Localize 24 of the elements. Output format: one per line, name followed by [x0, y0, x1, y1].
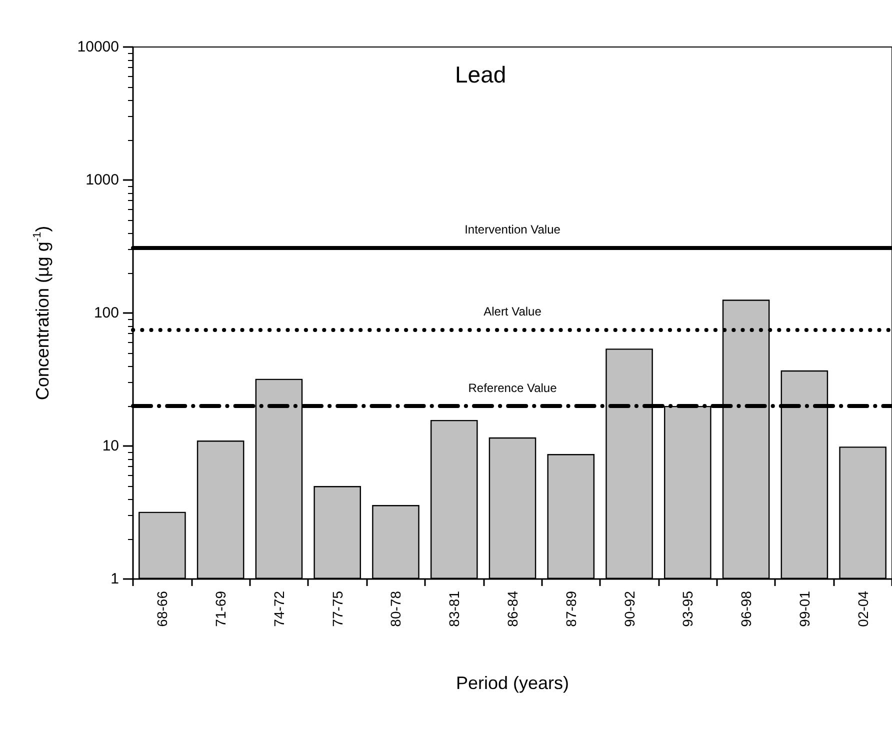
y-tick-label: 1 [110, 570, 119, 588]
y-tick-label: 100 [94, 304, 119, 322]
y-axis-title: Concentration (µg g-1) [32, 226, 52, 400]
ref-line-label: Intervention Value [464, 222, 561, 237]
x-tick-label: 71-69 [212, 590, 229, 627]
x-tick-label: 90-92 [621, 590, 638, 627]
ref-line-label: Alert Value [484, 304, 542, 319]
x-tick-label: 80-78 [388, 590, 404, 627]
y-tick-label: 1000 [86, 172, 119, 188]
y-tick-label: 10000 [77, 38, 119, 56]
x-tick-label: 74-72 [270, 590, 287, 627]
x-tick-label: 99-01 [796, 590, 812, 627]
x-tick-label: 93-95 [680, 590, 696, 627]
x-tick-label: 83-81 [446, 590, 462, 627]
x-tick-label: 02-04 [854, 590, 871, 627]
text: Lead [455, 62, 506, 88]
x-tick-label: 87-89 [562, 590, 579, 627]
x-tick-label: 77-75 [329, 590, 346, 627]
ref-line-label: Reference Value [468, 380, 558, 395]
x-tick-label: 86-84 [504, 590, 520, 627]
x-tick-label: 96-98 [738, 590, 754, 627]
y-tick-label: 10 [102, 438, 119, 454]
x-tick-label: 68-66 [154, 590, 170, 627]
x-axis-title: Period (years) [456, 673, 570, 693]
